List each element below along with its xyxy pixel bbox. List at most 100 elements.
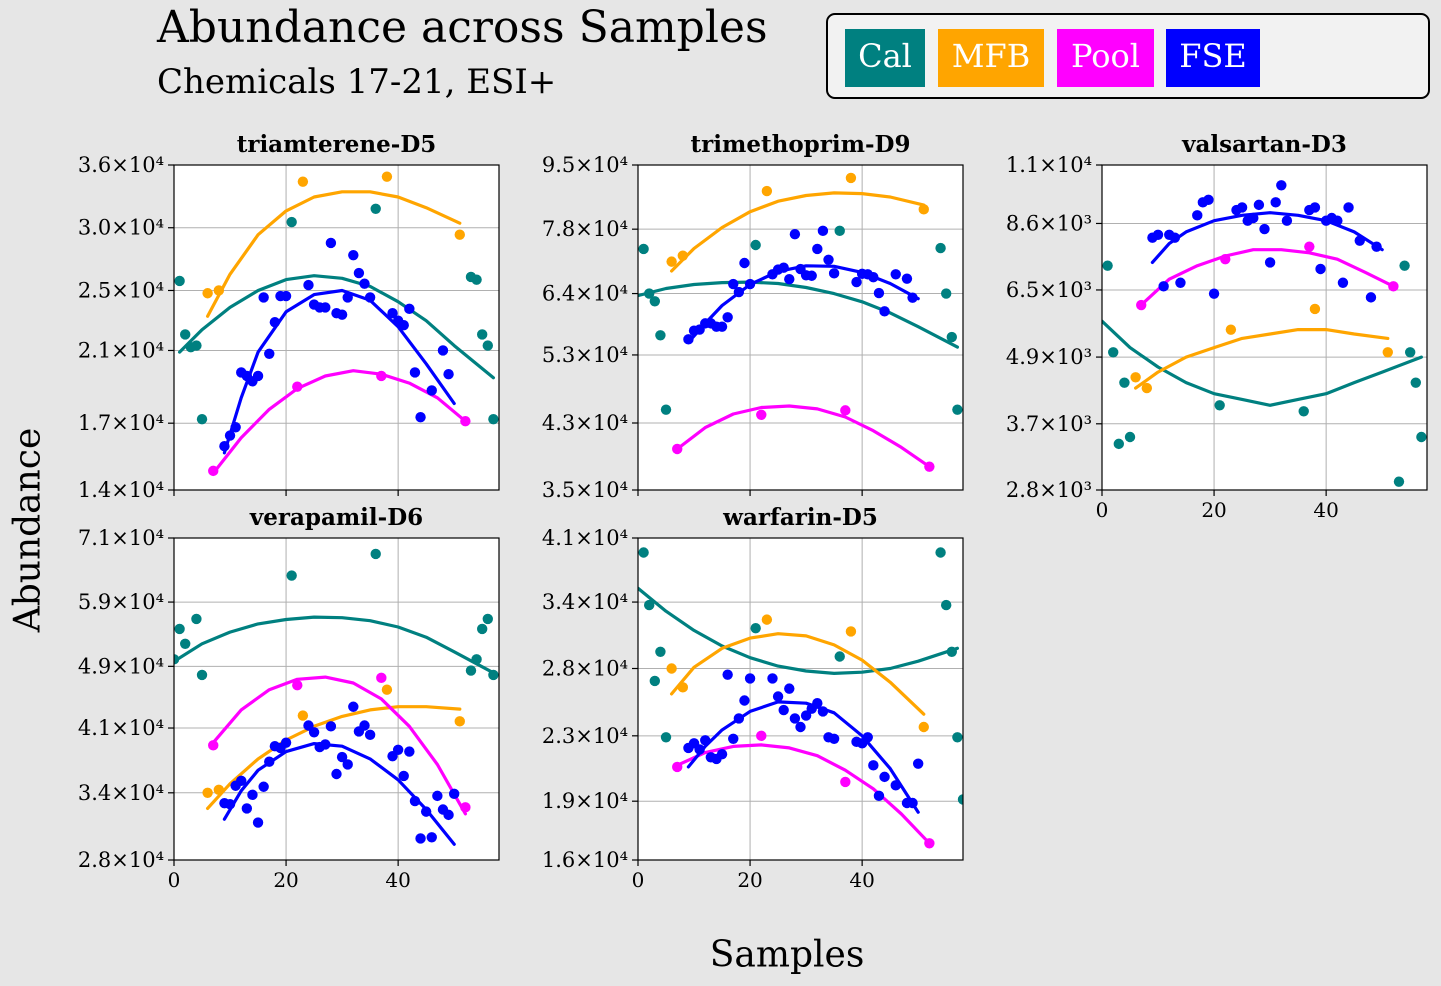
point-fse	[767, 673, 778, 684]
point-pool	[756, 730, 767, 742]
y-tick-label: 8.6×10³	[1006, 211, 1092, 235]
point-fse	[778, 262, 789, 273]
point-cal	[952, 732, 963, 743]
point-pool	[376, 370, 387, 382]
point-cal	[660, 404, 672, 415]
point-fse	[1192, 210, 1203, 221]
point-fse	[409, 795, 421, 807]
point-cal	[649, 675, 661, 687]
point-fse	[387, 308, 398, 319]
point-cal	[952, 404, 963, 415]
point-cal	[370, 203, 381, 214]
point-fse	[1203, 194, 1214, 206]
point-fse	[728, 278, 739, 290]
y-tick-label: 7.1×10⁴	[78, 526, 164, 550]
fit-line-cal	[638, 586, 959, 675]
point-fse	[901, 273, 913, 284]
point-fse	[426, 832, 437, 843]
point-fse	[280, 737, 292, 748]
point-cal	[196, 413, 208, 425]
point-fse	[443, 369, 454, 380]
point-fse	[806, 270, 817, 281]
point-cal	[946, 646, 957, 658]
point-cal	[935, 547, 946, 558]
point-fse	[890, 780, 901, 791]
point-cal	[488, 669, 499, 681]
point-fse	[303, 279, 314, 291]
point-fse	[873, 790, 885, 802]
point-fse	[733, 713, 745, 724]
point-cal	[370, 548, 381, 560]
plot-frame	[173, 164, 500, 491]
point-cal	[1399, 260, 1410, 271]
point-fse	[912, 758, 924, 769]
x-tick-label: 40	[1313, 498, 1338, 522]
y-tick-label: 1.7×10⁴	[78, 411, 164, 435]
y-tick-label: 5.9×10⁴	[78, 590, 164, 614]
point-fse	[258, 292, 269, 303]
point-pool	[1220, 253, 1231, 265]
point-fse	[308, 727, 320, 738]
point-fse	[331, 768, 342, 780]
y-tick-label: 3.0×10⁴	[78, 216, 164, 240]
point-fse	[280, 290, 292, 302]
point-cal	[940, 599, 952, 611]
panel-triamterene-d5: 1.4×10⁴ 1.7×10⁴ 2.1×10⁴ 2.5×10⁴ 3.0×10⁴ 3.6×1…	[78, 131, 500, 502]
point-cal	[482, 613, 493, 625]
point-fse	[1259, 223, 1270, 235]
fit-line-mfb	[206, 190, 462, 318]
point-pool	[1388, 281, 1399, 292]
point-fse	[1169, 232, 1181, 243]
x-axis-label: Samples	[709, 934, 865, 976]
point-fse	[437, 345, 449, 356]
fit-line-cal	[178, 274, 495, 380]
y-tick-label: 4.9×10³	[1006, 345, 1092, 369]
point-fse	[862, 732, 873, 743]
plot-contents	[1102, 180, 1427, 487]
point-fse	[443, 809, 454, 821]
point-cal	[940, 288, 952, 299]
point-cal	[1113, 438, 1125, 450]
point-fse	[1175, 277, 1186, 288]
point-cal	[1108, 347, 1119, 358]
panel-title: verapamil-D6	[249, 504, 423, 531]
y-tick-label: 2.8×10³	[1006, 478, 1092, 502]
point-fse	[342, 292, 353, 303]
chart-subtitle: Chemicals 17-21, ESI+	[157, 62, 557, 102]
point-pool	[376, 672, 387, 684]
point-mfb	[202, 288, 213, 299]
point-fse	[1365, 292, 1377, 303]
point-fse	[359, 720, 370, 731]
point-fse	[1236, 202, 1248, 213]
point-fse	[828, 733, 840, 745]
point-mfb	[454, 716, 465, 727]
x-tick-label: 20	[1201, 498, 1226, 522]
point-fse	[1332, 215, 1343, 226]
point-fse	[219, 441, 230, 452]
point-mfb	[381, 684, 393, 695]
panel-title: trimethoprim-D9	[691, 131, 911, 158]
point-fse	[873, 287, 885, 299]
point-fse	[336, 751, 348, 763]
point-fse	[1315, 263, 1326, 275]
point-fse	[728, 733, 739, 745]
point-fse	[800, 710, 812, 721]
point-fse	[224, 430, 236, 441]
plot-frame	[637, 537, 964, 861]
point-cal	[957, 794, 963, 805]
point-cal	[750, 239, 761, 251]
y-tick-label: 1.1×10⁴	[1006, 153, 1092, 177]
point-fse	[364, 729, 376, 741]
y-tick-label: 1.9×10⁴	[542, 789, 628, 813]
point-cal	[1410, 377, 1421, 388]
point-fse	[1281, 215, 1293, 226]
point-fse	[817, 225, 829, 237]
plot-frame	[637, 164, 964, 491]
point-pool	[924, 838, 935, 849]
point-pool	[840, 776, 851, 788]
point-mfb	[454, 229, 465, 240]
plot-contents	[174, 548, 499, 846]
point-fse	[1270, 197, 1281, 208]
point-fse	[320, 739, 331, 750]
